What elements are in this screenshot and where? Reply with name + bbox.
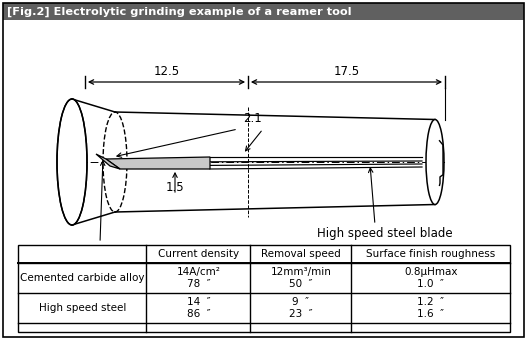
- Text: Current density: Current density: [158, 249, 239, 259]
- Text: Surface finish roughness: Surface finish roughness: [366, 249, 495, 259]
- Polygon shape: [115, 112, 435, 212]
- Bar: [18, 245, 510, 332]
- Text: High speed steel: High speed steel: [38, 303, 126, 313]
- Text: 14  ″
86  ″: 14 ″ 86 ″: [187, 297, 210, 319]
- Text: [Fig.2] Electrolytic grinding example of a reamer tool: [Fig.2] Electrolytic grinding example of…: [7, 6, 352, 17]
- Ellipse shape: [426, 119, 444, 204]
- Text: 12mm³/min
50  ″: 12mm³/min 50 ″: [270, 267, 331, 289]
- Polygon shape: [106, 157, 210, 169]
- Ellipse shape: [58, 100, 86, 224]
- Text: Carbide blade: Carbide blade: [48, 245, 131, 258]
- Text: 2.1: 2.1: [243, 112, 262, 125]
- Text: 12.5: 12.5: [153, 65, 180, 78]
- Text: 14A/cm²
78  ″: 14A/cm² 78 ″: [177, 267, 220, 289]
- Bar: [3, 3, 524, 20]
- Text: 9  ″
23  ″: 9 ″ 23 ″: [289, 297, 313, 319]
- Text: Cemented carbide alloy: Cemented carbide alloy: [20, 273, 144, 283]
- Text: Removal speed: Removal speed: [261, 249, 341, 259]
- Text: 1.5: 1.5: [165, 181, 184, 194]
- Text: High speed steel blade: High speed steel blade: [317, 227, 453, 240]
- Ellipse shape: [57, 99, 87, 225]
- Text: 0.8μHmax
1.0  ″: 0.8μHmax 1.0 ″: [404, 267, 457, 289]
- Text: 1.2  ″
1.6  ″: 1.2 ″ 1.6 ″: [417, 297, 444, 319]
- Text: 17.5: 17.5: [334, 65, 359, 78]
- Polygon shape: [96, 154, 120, 169]
